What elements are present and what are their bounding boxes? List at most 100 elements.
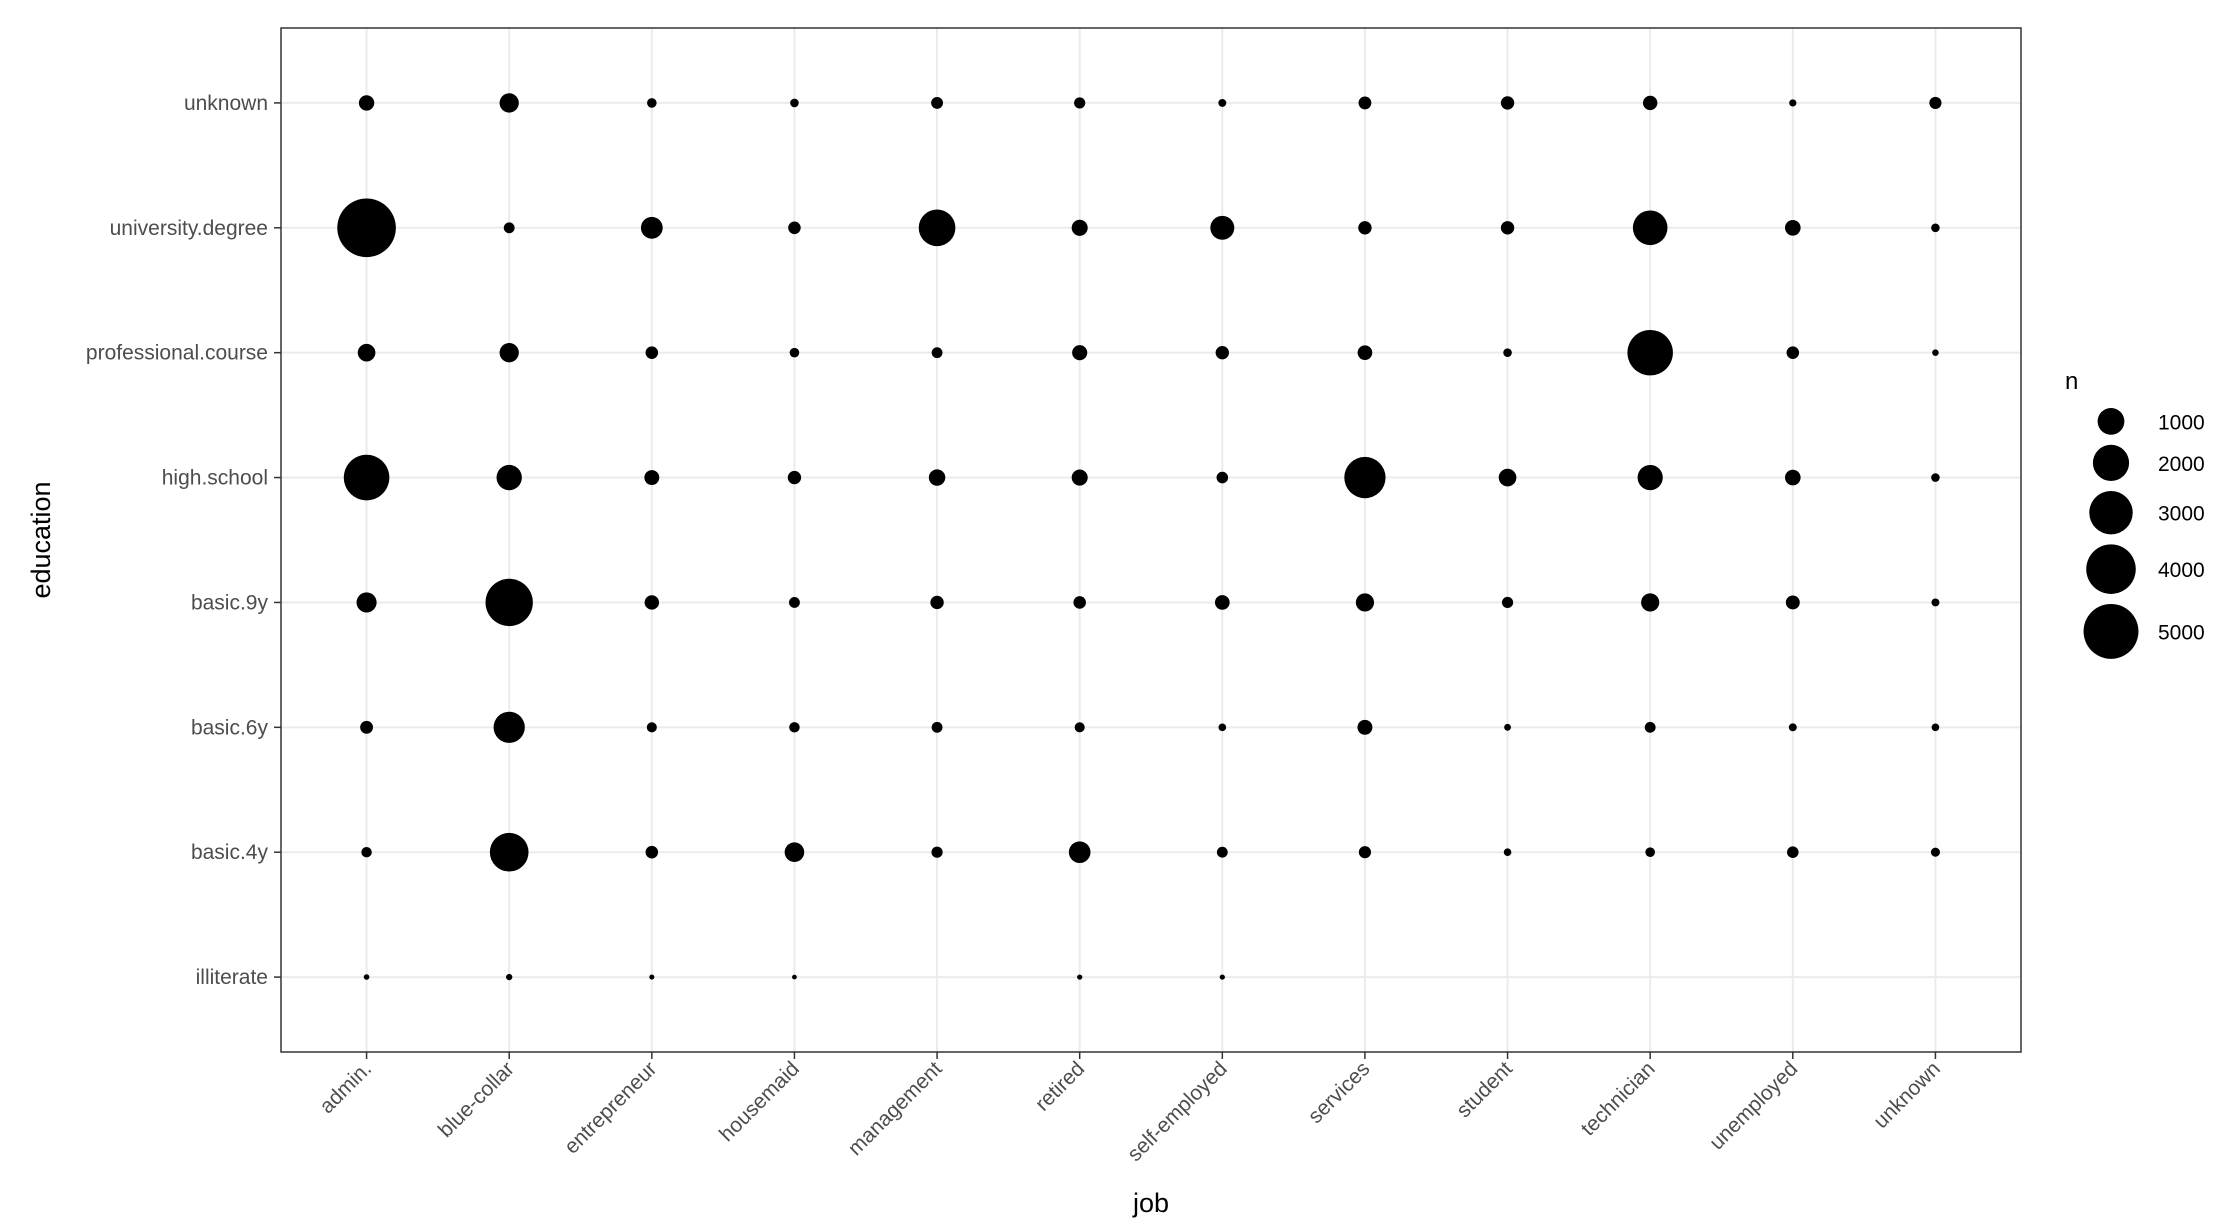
legend-label-3000: 3000 [2158, 503, 2205, 526]
point-management-basic-9y [930, 595, 944, 610]
point-blue-collar-basic-6y [493, 711, 525, 743]
point-services-basic-6y [1357, 719, 1373, 735]
legend-key-4000 [2086, 544, 2136, 594]
point-retired-basic-9y [1073, 596, 1086, 609]
point-self-employed-basic-4y [1216, 846, 1228, 858]
point-student-basic-4y [1503, 848, 1512, 856]
point-management-university-degree [918, 209, 956, 247]
y-axis-tick-labels: illiterate basic.4y basic.6y basic.9y high.s… [86, 92, 269, 989]
point-unemployed-basic-9y [1785, 595, 1800, 610]
legend-title: n [2065, 368, 2078, 395]
point-unknown-basic-4y [1930, 847, 1940, 857]
legend-label-4000: 4000 [2158, 559, 2205, 582]
point-services-basic-4y [1358, 846, 1372, 859]
point-entrepreneur-basic-4y [645, 845, 659, 859]
point-retired-university-degree [1071, 219, 1088, 236]
point-self-employed-basic-9y [1214, 595, 1230, 610]
point-unknown-university-degree [1931, 223, 1940, 233]
y-tick-label-university-degree: university.degree [110, 217, 268, 240]
size-legend: n 1000 2000 3000 4000 5000 [2065, 368, 2205, 659]
point-entrepreneur-professional-course [645, 346, 659, 359]
panel-border [280, 27, 2022, 1053]
y-tick-label-basic-6y: basic.6y [191, 716, 269, 739]
point-unemployed-high-school [1784, 469, 1801, 486]
point-unknown-basic-6y [1931, 723, 1940, 732]
legend-key-1000 [2097, 408, 2125, 435]
point-housemaid-basic-9y [789, 597, 800, 608]
point-entrepreneur-high-school [644, 470, 660, 486]
point-student-high-school [1498, 468, 1517, 487]
point-management-basic-4y [931, 846, 943, 858]
point-housemaid-university-degree [788, 221, 801, 235]
point-retired-high-school [1071, 469, 1088, 486]
y-tick-label-basic-9y: basic.9y [191, 591, 269, 614]
point-housemaid-unknown [790, 98, 799, 108]
point-admin-basic-9y [356, 592, 377, 613]
point-self-employed-professional-course [1215, 345, 1230, 360]
point-management-unknown [931, 96, 944, 109]
point-services-high-school [1344, 456, 1386, 499]
point-technician-professional-course [1627, 329, 1673, 376]
grid-lines [281, 28, 2021, 1052]
point-self-employed-basic-6y [1218, 723, 1227, 732]
x-axis-title: job [1132, 1188, 1169, 1218]
point-admin-unknown [358, 95, 375, 111]
point-blue-collar-basic-9y [485, 578, 533, 627]
point-retired-professional-course [1072, 345, 1088, 361]
point-services-basic-9y [1355, 593, 1375, 612]
point-unknown-professional-course [1932, 349, 1939, 356]
point-housemaid-basic-4y [784, 842, 805, 862]
point-technician-basic-6y [1644, 721, 1656, 733]
y-axis-title: education [26, 481, 56, 598]
point-technician-high-school [1637, 464, 1663, 491]
point-management-basic-6y [931, 721, 943, 733]
point-entrepreneur-basic-6y [646, 722, 657, 733]
legend-label-1000: 1000 [2158, 411, 2205, 434]
data-points [337, 93, 1942, 981]
point-technician-unknown [1642, 95, 1658, 111]
point-blue-collar-basic-4y [489, 832, 529, 872]
point-admin-university-degree [337, 198, 396, 258]
point-services-professional-course [1357, 345, 1373, 361]
point-management-high-school [928, 469, 946, 486]
y-tick-label-high-school: high.school [162, 467, 268, 490]
point-blue-collar-professional-course [499, 343, 519, 363]
legend-label-2000: 2000 [2158, 453, 2205, 476]
y-tick-label-basic-4y: basic.4y [191, 841, 269, 864]
point-self-employed-unknown [1218, 98, 1227, 107]
point-housemaid-basic-6y [789, 722, 800, 733]
point-housemaid-professional-course [789, 347, 800, 358]
point-technician-basic-9y [1641, 593, 1660, 612]
point-entrepreneur-illiterate [649, 974, 655, 980]
axis-ticks [274, 102, 1937, 1059]
point-student-basic-6y [1504, 723, 1511, 731]
legend-key-3000 [2089, 490, 2133, 535]
point-technician-basic-4y [1645, 847, 1655, 857]
point-self-employed-high-school [1216, 471, 1229, 484]
point-blue-collar-high-school [496, 464, 522, 491]
point-entrepreneur-unknown [647, 98, 657, 108]
point-admin-illiterate [363, 974, 370, 980]
legend-label-5000: 5000 [2158, 621, 2205, 644]
point-unemployed-basic-6y [1788, 723, 1797, 732]
point-blue-collar-university-degree [503, 222, 515, 234]
point-admin-basic-4y [361, 846, 372, 858]
point-housemaid-illiterate [792, 974, 797, 980]
point-student-basic-9y [1501, 596, 1514, 609]
point-unknown-high-school [1931, 473, 1940, 482]
point-self-employed-university-degree [1210, 215, 1235, 240]
legend-key-2000 [2092, 444, 2130, 481]
point-admin-professional-course [357, 343, 376, 362]
point-admin-high-school [343, 454, 390, 501]
point-retired-illiterate [1077, 974, 1083, 980]
point-unknown-basic-9y [1931, 598, 1940, 607]
point-student-professional-course [1503, 348, 1512, 357]
point-blue-collar-unknown [499, 93, 519, 113]
point-unemployed-unknown [1789, 99, 1797, 107]
point-services-unknown [1358, 96, 1372, 110]
y-tick-label-unknown: unknown [184, 92, 268, 115]
point-unemployed-professional-course [1786, 346, 1800, 359]
legend-items: 1000 2000 3000 4000 5000 [2083, 408, 2205, 659]
